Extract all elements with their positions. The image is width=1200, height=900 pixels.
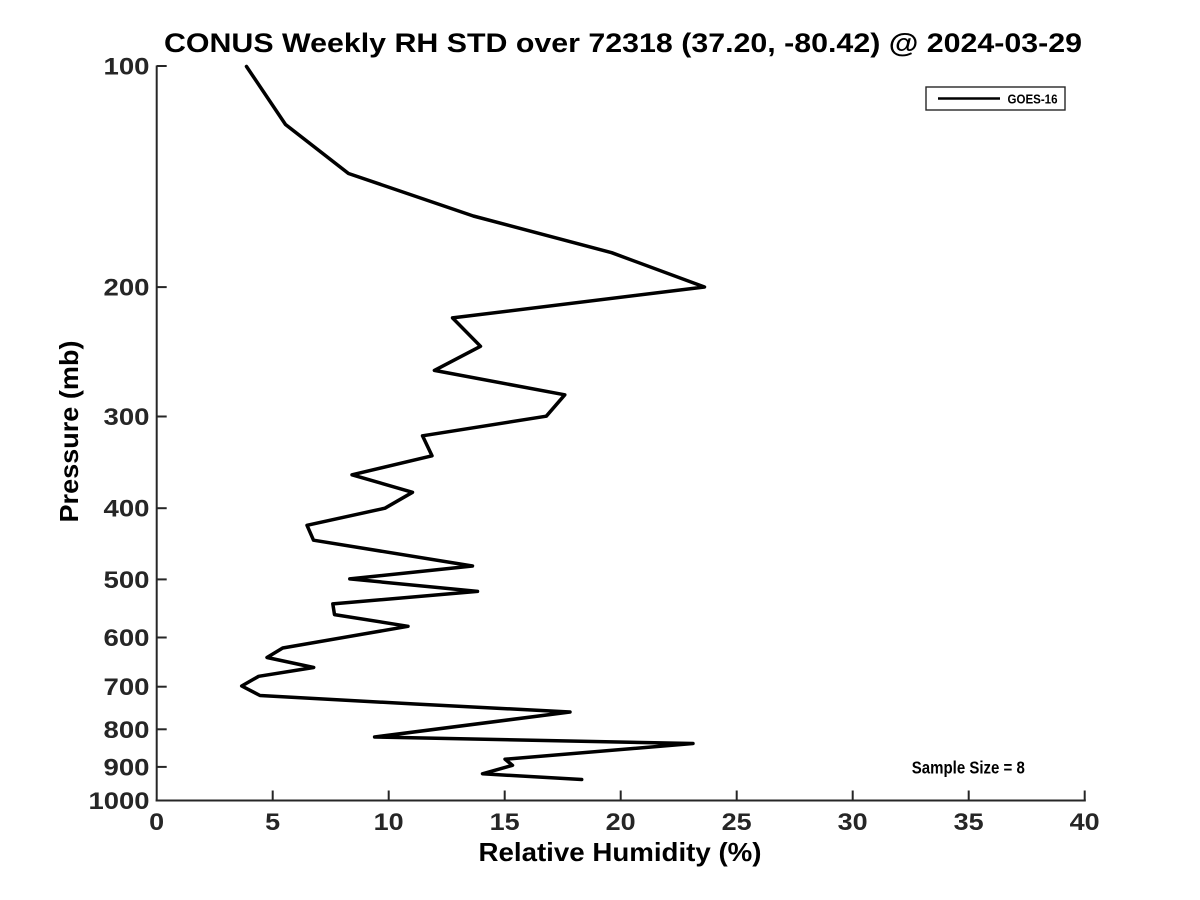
- svg-text:15: 15: [490, 809, 520, 836]
- svg-text:1000: 1000: [89, 788, 150, 815]
- svg-text:Pressure (mb): Pressure (mb): [54, 341, 84, 523]
- svg-text:35: 35: [954, 809, 984, 836]
- svg-text:100: 100: [104, 54, 150, 81]
- svg-text:CONUS Weekly RH STD over 72318: CONUS Weekly RH STD over 72318 (37.20, -…: [164, 28, 1082, 58]
- svg-text:500: 500: [104, 567, 150, 594]
- svg-text:700: 700: [104, 674, 150, 701]
- svg-text:GOES-16: GOES-16: [1008, 93, 1058, 107]
- svg-text:20: 20: [606, 809, 636, 836]
- svg-text:400: 400: [104, 496, 150, 523]
- svg-text:300: 300: [104, 404, 150, 431]
- svg-text:600: 600: [104, 625, 150, 652]
- svg-text:900: 900: [104, 754, 150, 781]
- svg-text:25: 25: [722, 809, 752, 836]
- svg-text:Relative Humidity (%): Relative Humidity (%): [479, 837, 762, 867]
- svg-text:10: 10: [374, 809, 404, 836]
- svg-text:40: 40: [1070, 809, 1100, 836]
- svg-text:5: 5: [265, 809, 280, 836]
- svg-text:Sample Size = 8: Sample Size = 8: [912, 758, 1025, 778]
- svg-text:800: 800: [104, 717, 150, 744]
- svg-text:200: 200: [104, 275, 150, 302]
- svg-text:30: 30: [838, 809, 868, 836]
- svg-text:0: 0: [149, 809, 164, 836]
